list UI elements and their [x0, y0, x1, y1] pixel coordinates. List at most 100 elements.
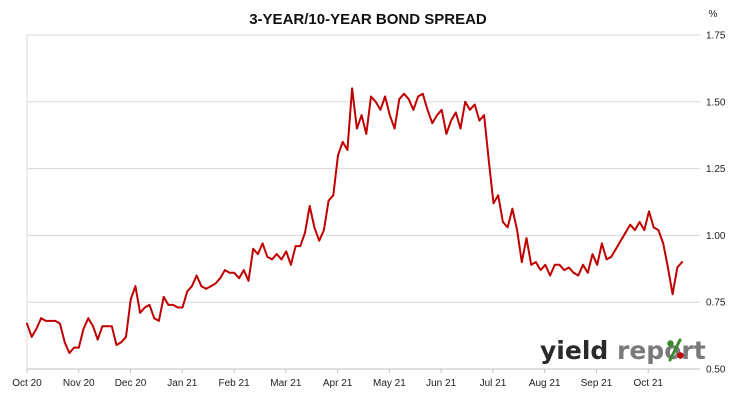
data-point — [502, 221, 504, 223]
data-point — [360, 114, 363, 117]
data-point — [299, 245, 302, 248]
data-point — [511, 207, 514, 210]
data-point — [290, 263, 292, 266]
data-point — [676, 266, 679, 269]
data-point — [591, 253, 594, 256]
data-point — [257, 253, 259, 256]
data-point — [549, 274, 551, 277]
data-point — [610, 255, 613, 258]
data-point — [469, 108, 471, 111]
x-tick-label: Oct 21 — [633, 378, 663, 389]
y-tick-label: 0.75 — [706, 298, 726, 309]
data-point — [492, 202, 495, 205]
x-tick-label: Mar 21 — [270, 378, 302, 389]
data-point — [417, 95, 419, 98]
data-point — [601, 242, 603, 245]
data-point — [87, 317, 90, 320]
data-point — [153, 317, 156, 320]
data-point — [445, 133, 448, 135]
data-point — [525, 237, 528, 240]
data-point — [426, 108, 429, 111]
x-tick-label: Jun 21 — [426, 378, 456, 389]
y-tick-label: 1.00 — [706, 231, 726, 242]
data-point — [577, 274, 580, 277]
data-point — [563, 269, 566, 271]
data-point — [681, 261, 683, 263]
data-point — [252, 247, 255, 250]
data-point — [403, 92, 405, 95]
grid-lines — [26, 34, 700, 369]
data-point — [162, 296, 165, 298]
data-point — [200, 285, 203, 288]
data-point — [648, 210, 650, 213]
x-tick-label: Nov 20 — [63, 378, 95, 389]
data-point — [337, 154, 339, 157]
x-tick-label: May 21 — [373, 378, 406, 389]
data-point — [313, 226, 316, 229]
x-tick-label: Oct 20 — [12, 378, 42, 389]
data-point — [497, 194, 500, 197]
data-point — [671, 293, 674, 296]
data-point — [516, 229, 518, 232]
data-point — [44, 320, 47, 322]
data-point — [379, 108, 382, 111]
data-point — [271, 258, 273, 261]
data-point — [134, 285, 137, 288]
data-point — [110, 325, 113, 328]
data-point — [82, 328, 85, 330]
data-point — [662, 242, 665, 245]
data-point — [582, 263, 584, 266]
data-point — [568, 266, 570, 269]
data-point — [478, 119, 481, 122]
data-point — [487, 159, 490, 162]
data-point — [186, 290, 189, 293]
data-point — [643, 229, 646, 232]
data-point — [26, 322, 28, 325]
data-point — [440, 108, 443, 111]
percent-dot-bottom — [677, 352, 684, 359]
x-tick-label: Sep 21 — [581, 378, 613, 389]
data-point — [615, 247, 617, 250]
data-point — [195, 274, 198, 277]
data-point — [586, 271, 589, 274]
data-point — [294, 245, 297, 248]
data-point — [280, 258, 283, 261]
data-point — [619, 239, 622, 242]
series-layer — [26, 87, 683, 354]
data-point — [374, 100, 377, 103]
data-point — [539, 269, 542, 271]
data-point — [266, 255, 269, 258]
data-point — [63, 341, 66, 344]
data-point — [115, 344, 118, 346]
data-point — [473, 103, 476, 106]
data-point — [106, 325, 108, 328]
data-point — [228, 271, 231, 274]
data-point — [209, 285, 212, 288]
data-point — [68, 352, 71, 354]
x-tick-labels: Oct 20 Nov 20 Dec 20 Jan 21 Feb 21 Mar 21 Apr … — [12, 369, 663, 389]
data-point — [365, 133, 368, 135]
x-tick-label: Jan 21 — [167, 378, 197, 389]
data-point — [242, 269, 245, 271]
x-tick-label: Apr 21 — [323, 378, 353, 389]
yieldreport-logo: yield report — [540, 336, 706, 365]
data-point — [73, 346, 75, 349]
data-point — [506, 226, 509, 229]
percent-dot-top — [667, 340, 674, 347]
data-point — [431, 122, 434, 125]
data-point — [596, 263, 599, 266]
logo-text: yield report — [540, 336, 706, 365]
x-tick-label: Feb 21 — [219, 378, 251, 389]
x-tick-label: Dec 20 — [115, 378, 147, 389]
data-point — [388, 114, 391, 117]
data-point — [129, 298, 132, 301]
y-tick-label: 1.75 — [706, 31, 726, 42]
data-point — [181, 306, 184, 309]
data-point — [384, 95, 386, 98]
data-point — [454, 111, 457, 114]
data-point — [450, 119, 452, 122]
percent-slash — [668, 338, 682, 362]
data-point — [553, 263, 556, 266]
data-point — [214, 282, 217, 285]
data-point — [605, 258, 608, 261]
